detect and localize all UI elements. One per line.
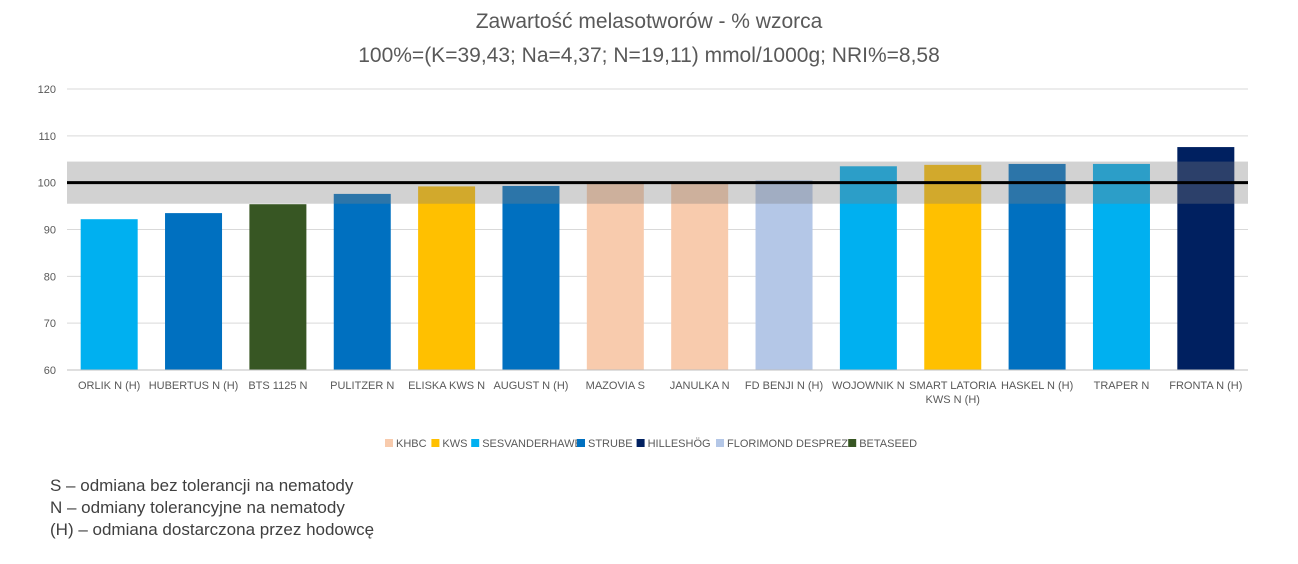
y-tick-label: 120 [38,84,56,96]
legend-label: KWS [442,438,467,450]
x-tick-label: HUBERTUS N (H) [149,380,239,392]
x-tick-label: ELISKA KWS N [408,380,485,392]
legend-label: KHBC [396,438,427,450]
x-tick-label: MAZOVIA S [586,380,645,392]
legend-label: FLORIMOND DESPREZ [727,438,848,450]
x-tick-label: FD BENJI N (H) [745,380,823,392]
legend-swatch [716,439,724,447]
legend-swatch [636,439,645,447]
bar [418,186,476,370]
footnotes: S – odmiana bez tolerancji na nematody N… [50,475,374,541]
legend-swatch [848,439,857,447]
chart-subtitle: 100%=(K=39,43; Na=4,37; N=19,11) mmol/10… [358,44,940,67]
bar [1092,163,1150,370]
bar [249,204,307,370]
legend-label: STRUBE [588,438,633,450]
y-tick-label: 60 [44,365,56,377]
bar [1177,147,1235,370]
legend-label: HILLESHÖG [648,438,711,450]
x-tick-label: WOJOWNIK N [832,380,905,392]
x-tick-label: PULITZER N [330,380,394,392]
x-tick-label: ORLIK N (H) [78,380,140,392]
footnote-h: (H) – odmiana dostarczona przez hodowcę [50,520,375,539]
legend-swatch [385,439,393,447]
bar [924,164,982,370]
x-tick-label: FRONTA N (H) [1169,380,1242,392]
bar [165,213,223,370]
legend-swatch [431,439,440,447]
chart-title: Zawartość melasotworów - % wzorca [475,10,823,33]
x-tick-label: JANULKA N [670,380,730,392]
bar [839,166,897,370]
y-tick-label: 80 [44,271,56,283]
footnote-n: N – odmiany tolerancyjne na nematody [50,498,345,517]
bar [80,219,138,370]
bar [1008,163,1066,370]
y-tick-label: 100 [38,178,56,190]
y-tick-label: 110 [38,131,56,143]
x-tick-label: AUGUST N (H) [493,380,568,392]
legend-label: BETASEED [859,438,917,450]
bar [755,180,813,370]
bar-chart: 60 70 80 90 100 110 120 ORLIK N (H) HUBERTUS N (… [38,84,1248,450]
footnote-s: S – odmiana bez tolerancji na nematody [50,476,354,495]
x-tick-label: TRAPER N [1094,380,1150,392]
x-tick-label: HASKEL N (H) [1001,380,1073,392]
legend-label: SESVANDERHAWE [482,438,582,450]
bar [671,182,729,370]
bar [586,182,644,370]
x-tick-label: SMART LATORIA KWS N (H) [909,380,997,406]
y-tick-label: 70 [44,318,56,330]
x-tick-label: BTS 1125 N [248,380,307,392]
y-tick-label: 90 [44,225,56,237]
legend-swatch [577,439,585,447]
legend-swatch [471,439,480,447]
bar [502,185,560,370]
bar [333,193,391,370]
